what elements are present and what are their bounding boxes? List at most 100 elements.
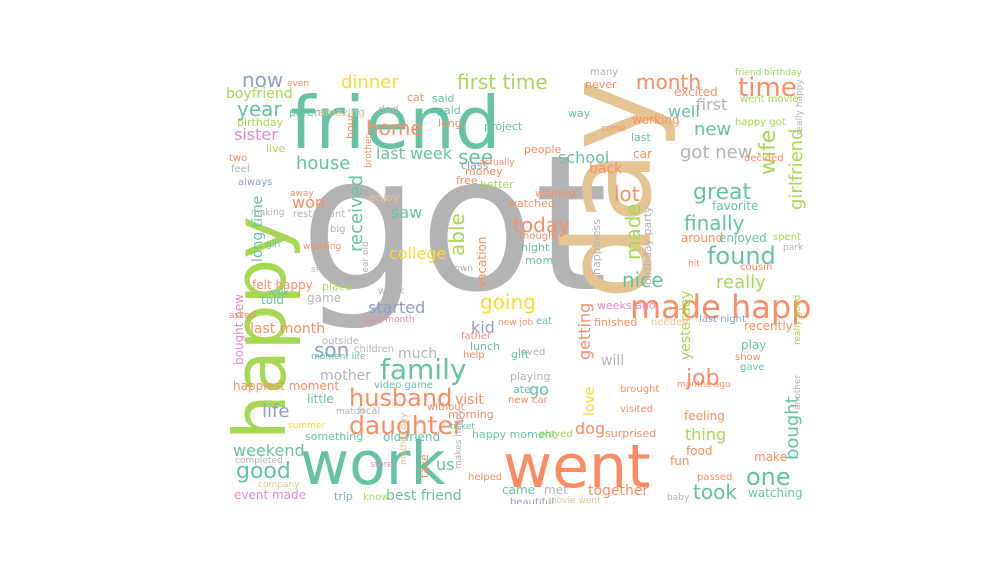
word-away: away <box>290 189 314 199</box>
word-going: going <box>480 290 536 314</box>
word-local: local <box>357 406 380 417</box>
word-went: went <box>503 432 651 502</box>
word-ticket: ticket <box>450 422 475 432</box>
word-live: live <box>266 142 286 155</box>
word-finally: finally <box>684 211 745 235</box>
word-show: show <box>735 352 761 363</box>
word-good: good <box>236 459 291 484</box>
word-made: made <box>621 203 645 260</box>
word-school: school <box>558 148 609 167</box>
word-really-happy: really happy <box>795 79 805 135</box>
word-well: well <box>668 102 700 121</box>
word-something: something <box>305 430 363 443</box>
word-home: home <box>366 116 423 140</box>
word-wife: wife <box>756 130 781 175</box>
word-first-time: first time <box>457 70 548 94</box>
word-moment-life: moment life <box>311 352 366 362</box>
word-college: college <box>389 244 446 263</box>
word-great: great <box>693 180 752 205</box>
word-know: know <box>363 492 389 503</box>
word-better: better <box>480 178 514 191</box>
word-best-friend: best friend <box>386 488 462 504</box>
word-really: really <box>716 272 766 293</box>
word-place: place <box>322 280 352 293</box>
word-able: able <box>445 213 469 256</box>
word-wanted: wanted <box>535 187 576 200</box>
word-town: town <box>451 264 473 274</box>
word-gave: gave <box>740 362 765 373</box>
word-work: work <box>300 429 445 499</box>
word-amazing: amazing <box>318 106 365 119</box>
word-old-friend: old friend <box>383 430 440 444</box>
word-excited: excited <box>674 85 718 99</box>
word-bought-new: bought new <box>232 294 246 365</box>
word-year-old: year old <box>361 241 371 278</box>
word-today: today <box>513 213 570 237</box>
word-told: told <box>261 293 284 307</box>
word-dinner: dinner <box>341 72 399 93</box>
word-parent: parent <box>289 106 326 119</box>
word-back: back <box>589 161 623 177</box>
word-mom: mom <box>525 254 553 267</box>
word-dad: dad <box>378 103 399 116</box>
word-around: around <box>681 231 723 245</box>
word-makes-happy: makes happy <box>454 408 464 469</box>
word-one: one <box>746 463 791 491</box>
word-eat: eat <box>536 316 552 327</box>
word-getting: getting <box>575 303 594 360</box>
word-lot: lot <box>614 182 640 206</box>
word-new: new <box>694 119 731 140</box>
word-restaurant: restaurant <box>293 209 345 220</box>
word-two: two <box>229 153 247 164</box>
word-said: said <box>432 92 455 105</box>
word-saw: saw <box>391 203 422 222</box>
word-life: life <box>262 401 289 422</box>
word-went-movie: went movie <box>740 94 798 105</box>
word-son: son <box>314 338 349 362</box>
word-came: came <box>502 483 535 497</box>
word-bought: bought <box>782 396 803 460</box>
word-helped: helped <box>468 472 502 483</box>
word-us: us <box>436 455 454 474</box>
word-store: store <box>370 460 393 470</box>
word-trip: trip <box>334 490 353 503</box>
word-walk: walk <box>268 288 289 298</box>
word-park: park <box>783 243 804 253</box>
word-big: big <box>330 224 345 235</box>
word-mother: mother <box>320 368 371 384</box>
word-together: together <box>588 483 649 499</box>
word-game: game <box>307 291 341 305</box>
word-father: father <box>461 331 492 342</box>
word-outside: outside <box>322 336 359 347</box>
word-go: go <box>529 380 549 399</box>
word-happy-moment: happy moment <box>472 428 557 441</box>
word-watched: watched <box>508 197 555 210</box>
word-new-job: new job <box>498 318 533 328</box>
word-time: time <box>738 73 797 103</box>
word-finished: finished <box>594 316 637 329</box>
word-played: played <box>539 429 573 440</box>
word-food: food <box>686 444 713 458</box>
word-job: job <box>685 366 720 391</box>
word-happiness: happiness <box>590 219 603 275</box>
word-video-game: video game <box>374 380 433 391</box>
word-vacation: vacation <box>475 237 489 288</box>
word-company: company <box>258 480 300 490</box>
word-never: never <box>585 78 617 91</box>
word-new-car: new car <box>508 395 548 406</box>
word-months-ago: months ago <box>677 380 731 390</box>
word-playing: playing <box>510 370 550 383</box>
word-took: took <box>693 480 737 504</box>
word-match: match <box>336 407 364 417</box>
word-made-happy: made happy <box>630 288 810 326</box>
word-day: day <box>540 79 679 300</box>
word-gift: gift <box>511 348 530 361</box>
word-even: even <box>287 79 309 89</box>
word-birthday-party: birthday party <box>641 206 654 285</box>
word-many: many <box>590 67 618 78</box>
word-feel: feel <box>231 164 250 175</box>
word-play: play <box>741 338 766 352</box>
word-summer: summer <box>288 421 325 431</box>
word-birthday: birthday <box>237 116 284 129</box>
